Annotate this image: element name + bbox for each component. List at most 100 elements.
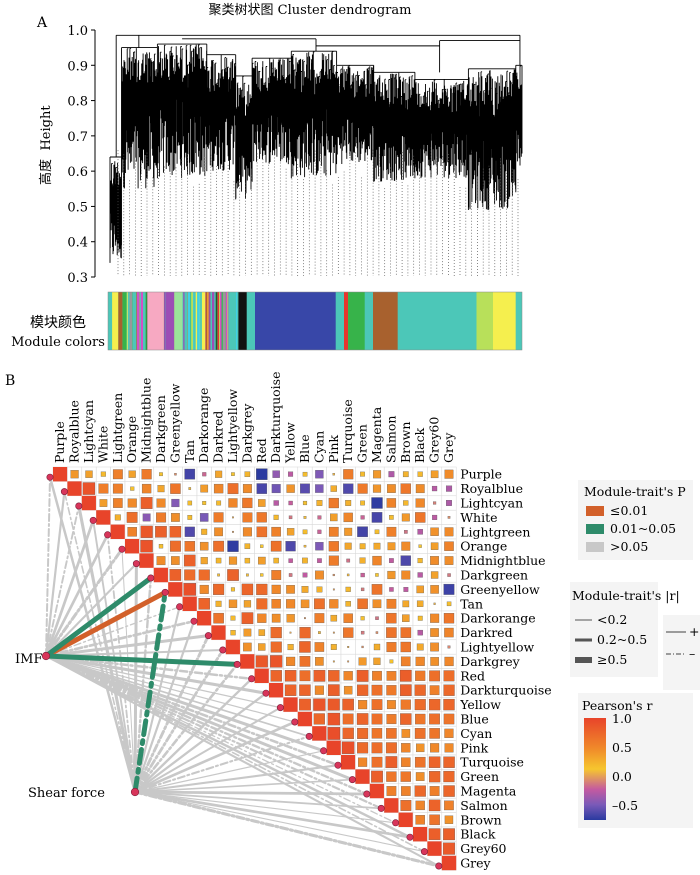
legend-r-title: Module-trait's |r| xyxy=(572,588,680,603)
heatmap-mark xyxy=(200,557,208,565)
heatmap-mark xyxy=(401,743,411,753)
heatmap-mark xyxy=(357,742,369,754)
heatmap-mark xyxy=(169,569,182,581)
link-significant-darkgreen xyxy=(43,575,154,659)
row-label: Yellow xyxy=(459,697,501,712)
heatmap-mark xyxy=(416,585,424,594)
module-node xyxy=(348,776,356,784)
heatmap-mark xyxy=(257,613,267,623)
column-label: Cyan xyxy=(311,431,326,463)
heatmap-mark xyxy=(256,512,267,523)
heatmap-mark xyxy=(200,484,209,493)
heatmap-mark xyxy=(414,699,426,711)
heatmap-mark xyxy=(241,583,254,596)
heatmap-mark xyxy=(328,555,339,566)
heatmap-mark xyxy=(299,670,311,682)
heatmap-mark xyxy=(255,655,268,668)
heatmap-mark xyxy=(242,512,253,523)
heatmap-mark xyxy=(299,684,311,696)
heatmap-mark xyxy=(415,772,425,781)
row-label: Lightcyan xyxy=(460,496,523,511)
heatmap-mark xyxy=(287,644,294,651)
heatmap-mark xyxy=(427,841,442,856)
heatmap-mark xyxy=(157,485,165,493)
heatmap-mark xyxy=(443,670,455,682)
heatmap-mark xyxy=(443,785,455,797)
heatmap-mark xyxy=(430,571,439,579)
heatmap-mark xyxy=(401,729,411,738)
link-nonsignificant xyxy=(133,648,225,794)
heatmap-mark xyxy=(432,514,438,520)
row-label: Brown xyxy=(460,812,501,827)
column-label: Darkorange xyxy=(196,388,211,463)
column-label: Lightyellow xyxy=(225,389,240,463)
heatmap-mark xyxy=(430,613,440,623)
heatmap-mark xyxy=(373,470,382,479)
legend-p-label-2: 0.01~0.05 xyxy=(610,521,676,536)
heatmap-mark xyxy=(428,698,441,711)
heatmap-mark xyxy=(99,499,108,507)
heatmap-mark xyxy=(347,646,350,648)
heatmap-mark xyxy=(343,483,354,494)
heatmap-mark xyxy=(197,611,212,626)
module-color-band-lightgreen xyxy=(174,292,183,350)
heatmap-mark xyxy=(270,540,282,552)
column-label: Yellow xyxy=(283,422,298,464)
heatmap-mark xyxy=(273,500,279,506)
heatmap-mark xyxy=(328,497,339,509)
heatmap-mark xyxy=(256,526,268,538)
heatmap-mark xyxy=(385,742,397,754)
heatmap-mark xyxy=(330,614,338,622)
heatmap-mark xyxy=(244,557,251,564)
row-label: Blue xyxy=(460,712,489,727)
heatmap-mark xyxy=(315,570,324,580)
heatmap-mark xyxy=(270,641,282,653)
heatmap-mark xyxy=(328,541,339,552)
module-node xyxy=(75,502,83,510)
heatmap-mark xyxy=(216,500,222,506)
y-tick-label: 0.6 xyxy=(67,165,88,180)
pearson-tick-1: 1.0 xyxy=(612,711,632,726)
heatmap-mark xyxy=(326,740,341,755)
row-label: Lightyellow xyxy=(460,640,534,655)
y-tick-label: 1.0 xyxy=(67,24,88,39)
column-label: Darkgreen xyxy=(153,395,168,463)
heatmap-mark xyxy=(446,500,452,506)
column-label: Turquoise xyxy=(340,399,355,463)
heatmap-mark xyxy=(360,500,365,506)
heatmap-mark xyxy=(327,712,341,726)
heatmap-mark xyxy=(386,700,396,710)
heatmap-mark xyxy=(387,484,396,493)
heatmap-mark xyxy=(443,828,455,841)
heatmap-mark xyxy=(343,469,354,480)
heatmap-mark xyxy=(400,555,411,566)
module-color-stripe xyxy=(222,292,225,350)
heatmap-mark xyxy=(243,600,252,608)
heatmap-mark xyxy=(444,815,454,824)
y-tick-label: 0.4 xyxy=(67,236,88,251)
heatmap-mark xyxy=(155,525,167,538)
module-color-band-green xyxy=(348,292,365,350)
column-label: Black xyxy=(412,427,427,463)
heatmap-mark xyxy=(332,573,335,577)
module-column-labels: Purple Royalblue Lightcyan White Lightgreen O… xyxy=(52,372,456,464)
heatmap-mark xyxy=(371,742,383,754)
heatmap-mark xyxy=(171,556,180,565)
heatmap-mark xyxy=(243,628,252,637)
heatmap-mark xyxy=(303,516,307,519)
heatmap-mark xyxy=(286,614,295,623)
heatmap-mark xyxy=(389,587,394,592)
heatmap-mark xyxy=(258,499,266,507)
module-node xyxy=(46,473,54,481)
heatmap-mark xyxy=(414,728,426,739)
heatmap-mark xyxy=(399,684,412,697)
heatmap-mark xyxy=(343,512,353,523)
heatmap-mark xyxy=(446,485,453,492)
link-nonsignificant xyxy=(134,791,383,810)
pearson-tick-2: 0.5 xyxy=(612,740,632,755)
heatmap-mark xyxy=(389,659,394,664)
heatmap-mark xyxy=(400,800,412,811)
heatmap-mark xyxy=(156,498,166,508)
heatmap-mark xyxy=(198,598,210,610)
module-color-stripe xyxy=(191,292,194,350)
